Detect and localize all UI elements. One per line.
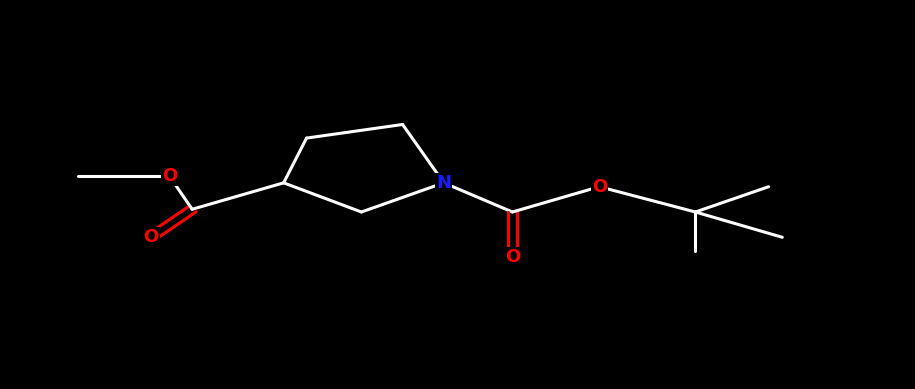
Text: N: N — [436, 174, 451, 192]
Text: O: O — [505, 248, 520, 266]
Text: O: O — [144, 228, 158, 246]
Text: O: O — [162, 167, 177, 185]
Text: O: O — [592, 178, 607, 196]
